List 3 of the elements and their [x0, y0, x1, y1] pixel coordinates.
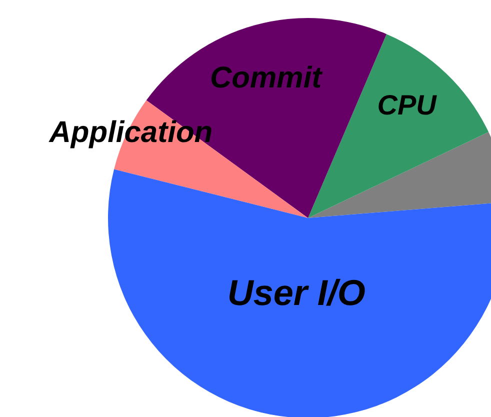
slice-label: CPU: [377, 89, 438, 120]
slice-label: User I/O: [227, 272, 366, 314]
slice-label: Commit: [210, 62, 324, 95]
